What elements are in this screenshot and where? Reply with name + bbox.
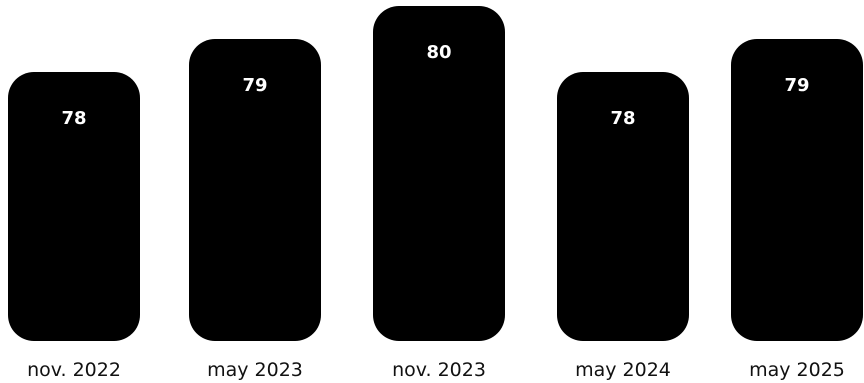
bar-1 xyxy=(8,72,140,341)
bar-value-label-4: 78 xyxy=(610,108,635,129)
bar-value-label-1: 78 xyxy=(61,108,86,129)
category-label-1: nov. 2022 xyxy=(27,359,121,381)
bar-value-label-5: 79 xyxy=(784,75,809,96)
bar-2 xyxy=(189,39,321,341)
value-labels-group: 78 79 80 78 79 xyxy=(61,42,809,129)
category-label-5: may 2025 xyxy=(749,359,845,381)
bars-group xyxy=(8,6,863,341)
category-label-4: may 2024 xyxy=(575,359,671,381)
category-label-2: may 2023 xyxy=(207,359,303,381)
bar-3 xyxy=(373,6,505,341)
bar-value-label-3: 80 xyxy=(426,42,451,63)
bar-value-label-2: 79 xyxy=(242,75,267,96)
category-labels-group: nov. 2022 may 2023 nov. 2023 may 2024 may 20… xyxy=(27,359,845,381)
bar-4 xyxy=(557,72,689,341)
category-label-3: nov. 2023 xyxy=(392,359,486,381)
bar-5 xyxy=(731,39,863,341)
